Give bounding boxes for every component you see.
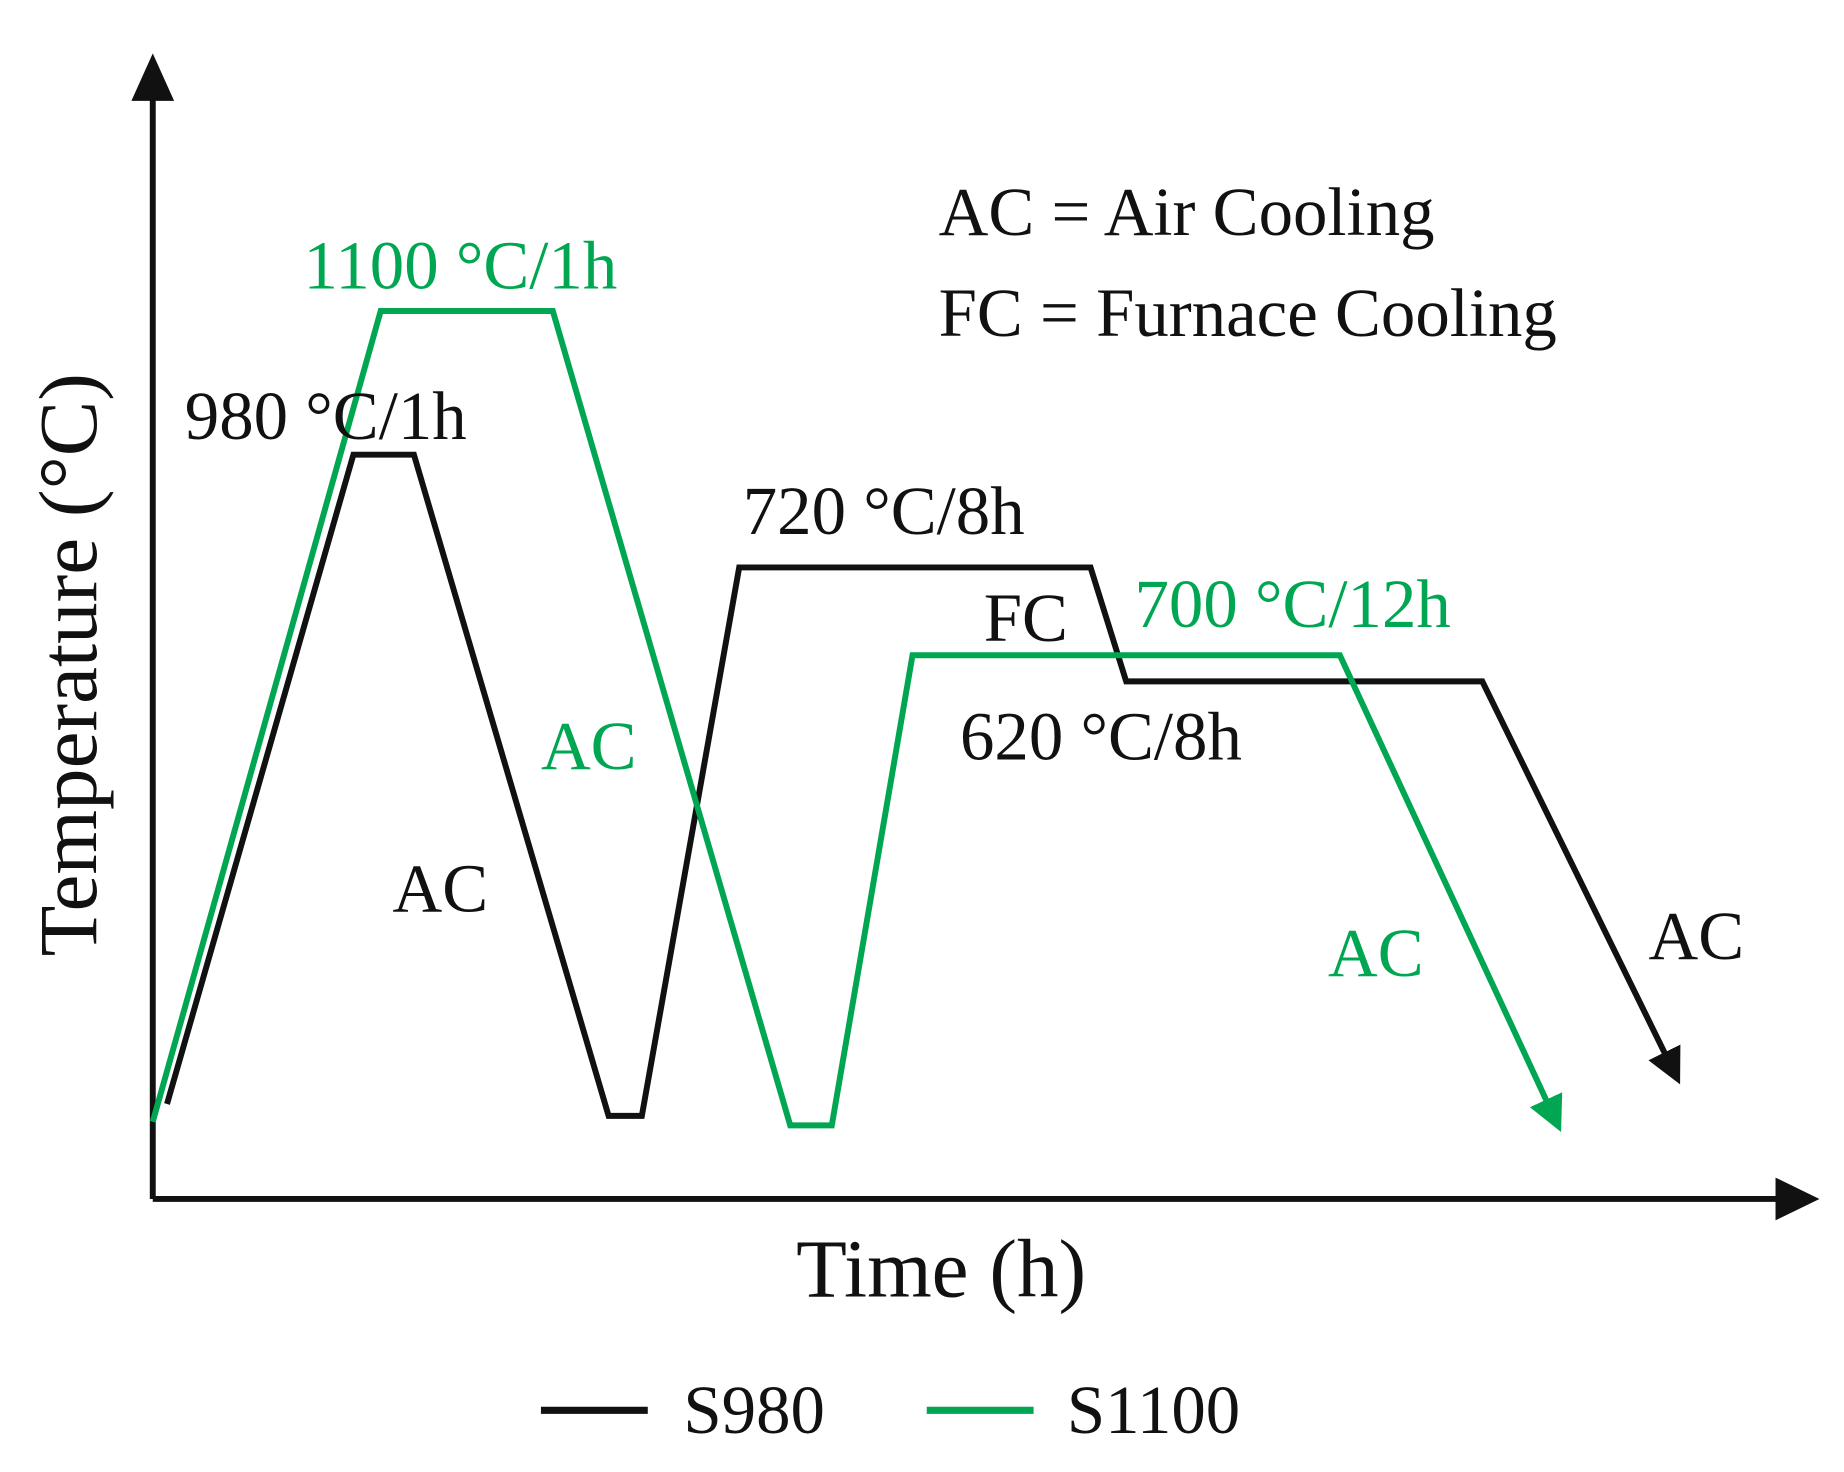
legend-label: S980 <box>683 1372 825 1448</box>
s1100-curve <box>149 308 1563 1133</box>
annotation: 620 °C/8h <box>960 699 1242 775</box>
annotation: FC <box>984 580 1068 656</box>
key-line: AC = Air Cooling <box>939 174 1435 250</box>
annotation: AC <box>393 851 489 927</box>
annotation: AC <box>541 708 637 784</box>
x-axis-arrow <box>1775 1177 1820 1221</box>
s980-curve <box>164 451 1681 1119</box>
x-axis-label: Time (h) <box>796 1222 1086 1314</box>
annotation: AC <box>1328 915 1424 991</box>
annotation: 700 °C/12h <box>1134 566 1450 642</box>
annotation: 1100 °C/1h <box>304 227 618 303</box>
key-line: FC = Furnace Cooling <box>939 275 1557 351</box>
legend-label: S1100 <box>1067 1372 1240 1448</box>
y-axis-label: Temperature (°C) <box>22 373 114 956</box>
annotation: AC <box>1649 898 1745 974</box>
annotation: 980 °C/1h <box>185 378 467 454</box>
annotation: 720 °C/8h <box>743 473 1025 549</box>
y-axis-arrow <box>131 53 175 101</box>
